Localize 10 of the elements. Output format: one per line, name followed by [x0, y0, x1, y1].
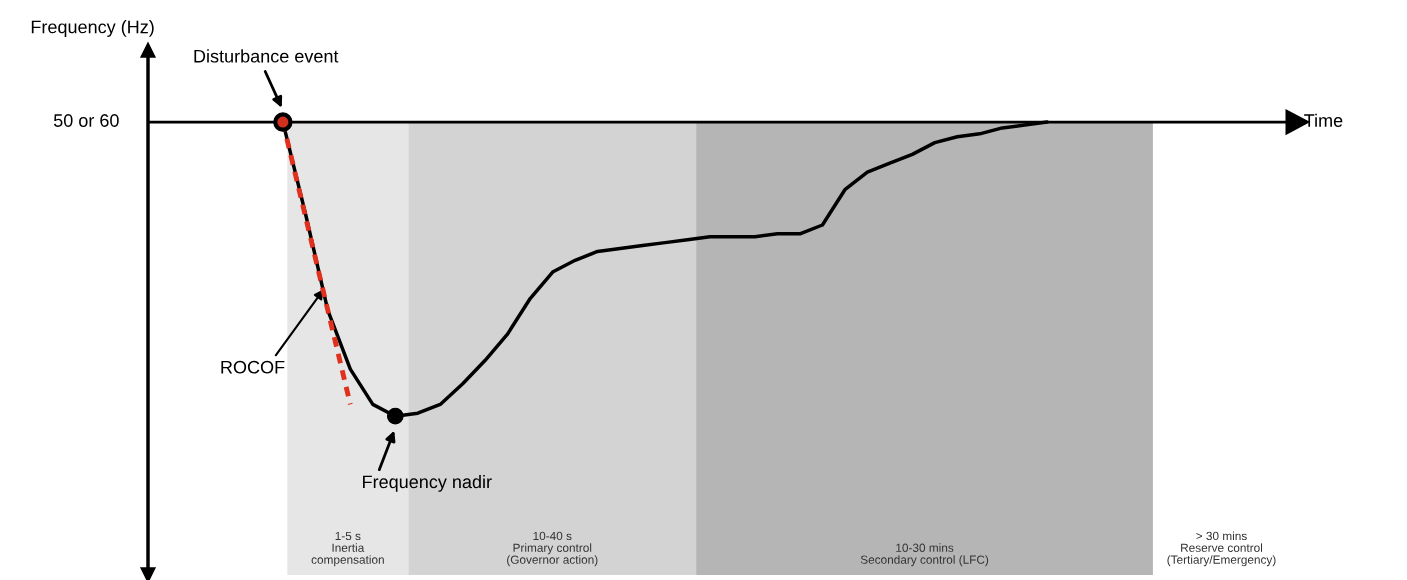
annotation: ROCOF [221, 360, 285, 374]
x-axis-title: Time [1304, 113, 1343, 127]
text: > 30 mins Reserve control (Tertiary/Emergency) [1167, 531, 1276, 567]
text: Disturbance event [194, 49, 339, 63]
text: Frequency nadir [363, 475, 492, 492]
y-axis-title: Frequency (Hz) [31, 20, 154, 37]
text: 10-30 mins Secondary control (LFC) [860, 543, 989, 567]
text: 1-5 s Inertia compensation [311, 531, 384, 567]
text: 10-40 s Primary control (Governor action) [507, 531, 598, 567]
ref-line-label: 50 or 60 [53, 114, 119, 127]
